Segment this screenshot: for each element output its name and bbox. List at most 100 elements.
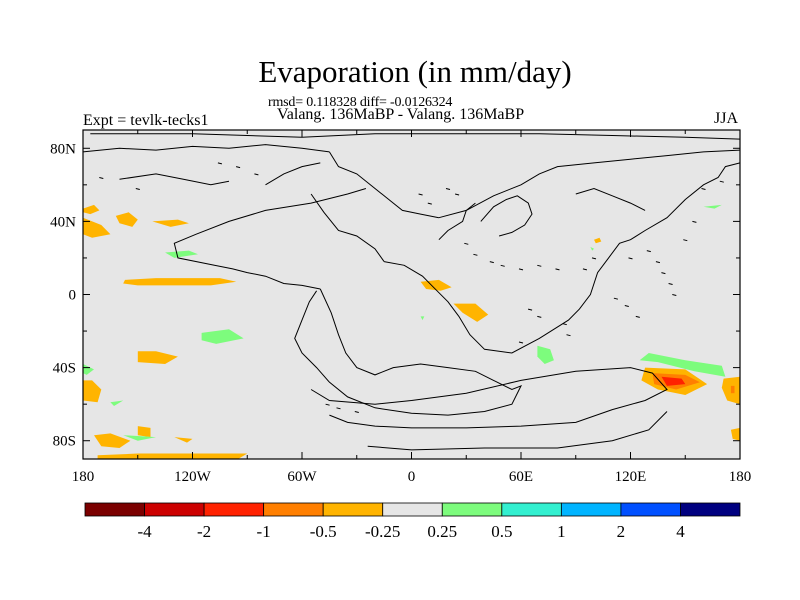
y-tick-label: 80N <box>50 141 76 157</box>
coastline <box>438 149 741 219</box>
anomaly-region <box>703 204 722 209</box>
coastline <box>310 367 668 429</box>
coastline <box>575 187 646 211</box>
colorbar-swatch <box>620 502 681 517</box>
island <box>500 264 505 267</box>
y-tick-label: 40S <box>53 361 76 377</box>
anomaly-region <box>97 453 248 459</box>
island <box>254 173 259 176</box>
colorbar-swatch <box>560 502 622 517</box>
colorbar-label: 0.5 <box>491 522 512 541</box>
island <box>537 315 542 318</box>
island <box>668 283 673 285</box>
anomaly-region <box>94 433 131 448</box>
colorbar-label: -0.5 <box>310 522 337 541</box>
colorbar-label: -0.25 <box>365 522 400 541</box>
anomaly-region <box>110 400 124 406</box>
colorbar-label: -4 <box>137 522 152 541</box>
colorbar-swatch <box>203 502 265 517</box>
island <box>566 334 571 337</box>
experiment-label: Expt = tevlk-tecks1 <box>83 112 209 129</box>
coastline <box>310 193 385 262</box>
island <box>135 188 140 190</box>
coastline <box>294 288 523 416</box>
colorbar: -4 -2 -1 -0.5 -0.25 0.25 0.5 1 2 4 <box>84 502 741 541</box>
anomaly-region <box>123 278 237 286</box>
colorbar-swatch <box>441 502 503 517</box>
coastline <box>82 144 330 153</box>
island <box>217 162 223 165</box>
anomaly-region <box>137 426 151 438</box>
island <box>489 261 494 264</box>
anomaly-region <box>590 247 594 251</box>
coastline <box>367 411 668 451</box>
anomaly-region <box>201 329 244 344</box>
island <box>624 305 629 307</box>
x-tick-label: 120W <box>174 469 212 485</box>
anomaly-region <box>83 204 100 215</box>
anomaly-layer <box>83 204 740 459</box>
anomaly-region <box>137 351 178 364</box>
colorbar-swatch <box>382 502 443 517</box>
coastline <box>438 202 476 241</box>
colorbar-label: 1 <box>557 522 566 541</box>
anomaly-region <box>453 303 489 322</box>
anomaly-region <box>152 219 189 227</box>
chart-subtitle: Valang. 136MaBP - Valang. 136MaBP <box>277 106 525 123</box>
island <box>692 220 697 223</box>
season-label: JJA <box>714 110 739 127</box>
island <box>672 294 677 296</box>
colorbar-label: 0.25 <box>427 522 457 541</box>
colorbar-swatch <box>680 502 741 517</box>
island <box>325 403 330 406</box>
island <box>336 407 341 410</box>
anomaly-region <box>83 217 111 238</box>
anomaly-region <box>730 427 740 441</box>
colorbar-swatch <box>263 502 324 517</box>
y-tick-label: 0 <box>69 288 77 304</box>
x-tick-label: 60E <box>509 469 533 485</box>
x-tick-label: 120E <box>615 469 647 485</box>
island <box>635 315 640 318</box>
stats-text: rmsd= 0.118328 diff= -0.0126324 <box>268 95 453 110</box>
colorbar-swatch <box>501 502 562 517</box>
colorbar-swatch <box>144 502 205 517</box>
anomaly-region <box>174 437 193 443</box>
coastline <box>119 173 230 186</box>
anomaly-region <box>420 316 425 321</box>
island <box>464 242 469 245</box>
x-tick-label: 0 <box>408 469 416 485</box>
coastline <box>384 162 741 354</box>
island <box>562 323 567 326</box>
colorbar-swatch <box>84 502 145 517</box>
island <box>518 268 524 271</box>
anomaly-region <box>83 364 94 375</box>
island <box>527 308 533 311</box>
anomaly-region <box>123 435 156 441</box>
island <box>591 257 597 260</box>
anomaly-region <box>165 250 198 258</box>
y-tick-label: 40N <box>50 214 76 230</box>
island <box>555 268 560 271</box>
anomaly-region <box>115 212 138 227</box>
island <box>473 253 478 256</box>
colorbar-label: -2 <box>197 522 211 541</box>
colorbar-swatch <box>322 502 384 517</box>
anomaly-region <box>83 380 102 403</box>
island <box>354 411 359 413</box>
coastline <box>265 162 321 186</box>
island <box>655 261 661 264</box>
island <box>427 202 432 205</box>
x-tick-label: 180 <box>729 469 752 485</box>
colorbar-label: -1 <box>257 522 271 541</box>
island <box>537 264 542 267</box>
colorbar-label: 2 <box>617 522 626 541</box>
y-tick-label: 80S <box>53 434 76 450</box>
island <box>418 193 423 196</box>
chart-title: Evaporation (in mm/day) <box>258 54 572 89</box>
island <box>518 341 524 344</box>
island <box>661 272 666 275</box>
axis-layer: 180 120W 60W 0 60E 120E 180 80N 40N 0 40S 80S <box>50 130 751 485</box>
coastline <box>328 151 439 219</box>
island <box>99 177 104 179</box>
